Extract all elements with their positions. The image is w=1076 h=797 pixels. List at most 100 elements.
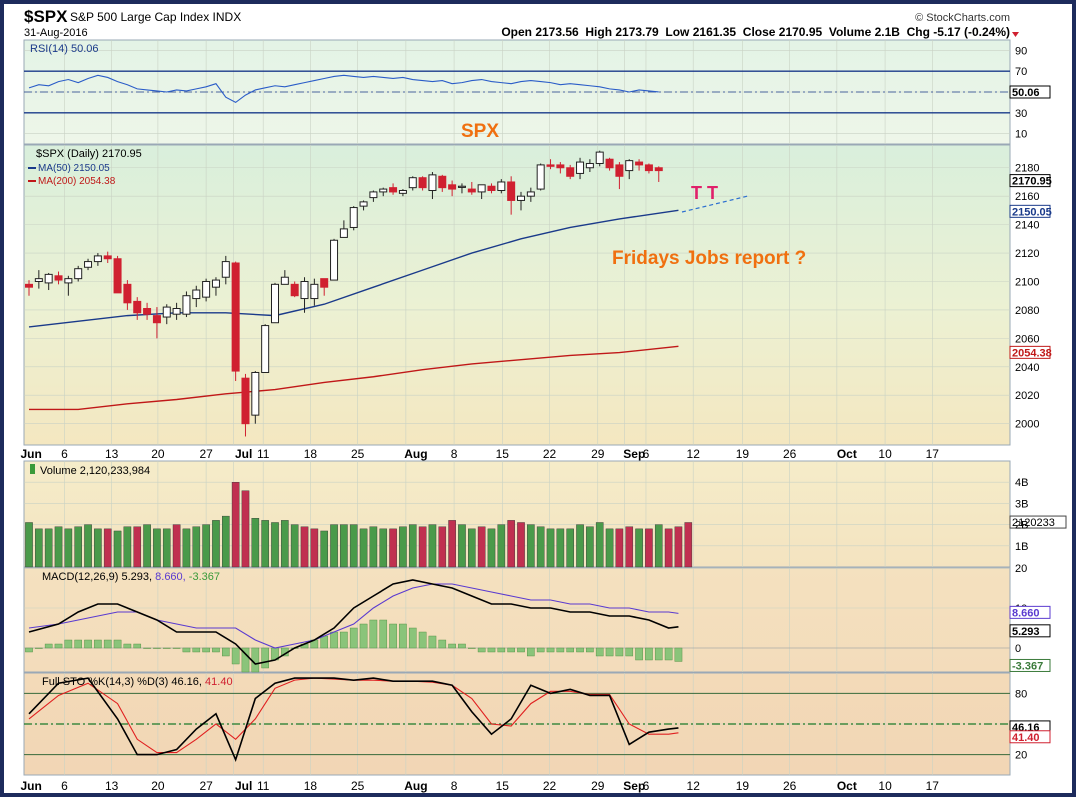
candle-up bbox=[271, 283, 279, 324]
candle-up bbox=[625, 160, 634, 172]
volume-bar-up bbox=[54, 526, 63, 568]
macd-histogram-bar bbox=[497, 647, 506, 653]
macd-histogram-bar bbox=[212, 647, 220, 653]
y-tick-label: 2120 bbox=[1015, 248, 1039, 260]
sto-k-line bbox=[28, 677, 679, 762]
y-tick-label: 4B bbox=[1015, 477, 1028, 489]
last-value-box bbox=[1009, 624, 1051, 638]
volume-bar-down bbox=[389, 528, 397, 568]
x-tick-label-bottom: 27 bbox=[199, 779, 213, 793]
volume-bar-up bbox=[281, 520, 289, 568]
volume-bar-down bbox=[438, 526, 447, 568]
macd-histogram-bar bbox=[448, 643, 456, 649]
y-tick-label: 2060 bbox=[1015, 333, 1039, 345]
macd-histogram-bar bbox=[576, 647, 584, 653]
macd-histogram-bar bbox=[64, 639, 73, 649]
volume-bar-up bbox=[369, 526, 378, 568]
volume-bar-up bbox=[35, 528, 43, 568]
macd-histogram-bar bbox=[25, 647, 33, 653]
volume-bar-down bbox=[674, 526, 683, 568]
x-tick-label: 22 bbox=[543, 447, 557, 461]
x-tick-label: 6 bbox=[643, 447, 650, 461]
x-tick-label-bottom: 17 bbox=[926, 779, 940, 793]
last-value-label: -3.367 bbox=[1012, 660, 1043, 672]
y-tick-label: 80 bbox=[1015, 688, 1027, 700]
y-tick-label: 2B bbox=[1015, 520, 1028, 532]
y-tick-label: 1B bbox=[1015, 541, 1028, 553]
macd-histogram-bar bbox=[536, 647, 545, 653]
candle-up bbox=[379, 188, 388, 193]
macd-histogram-bar bbox=[221, 647, 230, 657]
macd-histogram-bar bbox=[251, 647, 260, 673]
macd-histogram-bar bbox=[379, 619, 388, 649]
volume-bar-down bbox=[310, 528, 319, 568]
candle-down bbox=[389, 187, 398, 193]
ma50-legend: MA(50) 2150.05 bbox=[38, 163, 110, 174]
candle-down bbox=[467, 188, 476, 193]
macd-histogram-bar bbox=[349, 627, 358, 649]
volume-value-box bbox=[1009, 515, 1067, 529]
volume-bar-down bbox=[507, 520, 515, 568]
candle-up bbox=[359, 201, 368, 207]
volume-bar-down bbox=[418, 526, 427, 568]
candle-up bbox=[477, 184, 486, 193]
ma200-line bbox=[29, 345, 679, 411]
candle-down bbox=[113, 258, 122, 294]
rsi-series-line bbox=[28, 74, 659, 104]
last-value-box bbox=[1009, 345, 1051, 359]
candle-down bbox=[438, 175, 447, 189]
candle-up bbox=[64, 278, 73, 284]
y-tick-label: 3B bbox=[1015, 498, 1028, 510]
volume-legend-icon bbox=[30, 464, 35, 474]
last-value-label: 50.06 bbox=[1012, 87, 1040, 99]
macd-histogram-bar bbox=[182, 647, 191, 653]
x-tick-label-bottom: 8 bbox=[451, 779, 458, 793]
candle-down bbox=[605, 158, 614, 169]
volume-bar-up bbox=[527, 524, 535, 568]
volume-bar-up bbox=[605, 528, 614, 568]
y-tick-label: 2020 bbox=[1015, 390, 1039, 402]
macd-histogram-bar bbox=[389, 623, 397, 649]
x-tick-label-bottom: 10 bbox=[878, 779, 892, 793]
candle-down bbox=[635, 161, 644, 166]
candle-up bbox=[172, 308, 181, 315]
macd-histogram-bar bbox=[340, 631, 348, 649]
macd-histogram-bar bbox=[418, 631, 427, 649]
volume-bar-up bbox=[113, 530, 122, 568]
candle-up bbox=[369, 191, 378, 199]
candle-down bbox=[320, 278, 329, 288]
x-tick-label-bottom: 13 bbox=[105, 779, 119, 793]
candle-down bbox=[566, 167, 575, 177]
volume-bar-up bbox=[349, 524, 358, 568]
last-value-box bbox=[1009, 85, 1051, 99]
last-value-label: 8.660 bbox=[1012, 607, 1040, 619]
macd-histogram-bar bbox=[507, 647, 515, 653]
macd-histogram-bar bbox=[408, 627, 417, 649]
macd-histogram-bar bbox=[162, 647, 171, 649]
last-value-box bbox=[1009, 658, 1051, 672]
y-tick-label: 2160 bbox=[1015, 191, 1039, 203]
y-tick-label: 2100 bbox=[1015, 276, 1039, 288]
y-tick-label: 10 bbox=[1015, 129, 1027, 141]
volume-bar-down bbox=[615, 528, 624, 568]
candle-up bbox=[330, 239, 339, 281]
volume-bar-up bbox=[84, 524, 92, 568]
x-tick-label: 10 bbox=[878, 447, 892, 461]
macd-histogram-bar bbox=[566, 647, 574, 653]
macd-panel bbox=[23, 567, 1011, 673]
macd-label: MACD(12,26,9) 5.293, 8.660, -3.367 bbox=[42, 571, 220, 583]
x-tick-label: Sep bbox=[623, 447, 645, 461]
candle-up bbox=[182, 295, 191, 315]
chg-down-icon bbox=[1012, 32, 1019, 37]
macd-histogram-bar bbox=[625, 647, 634, 657]
macd-histogram-bar bbox=[241, 647, 250, 673]
volume-bar-down bbox=[477, 526, 486, 568]
macd-histogram-bar bbox=[645, 647, 653, 661]
y-tick-label: 2180 bbox=[1015, 163, 1039, 175]
x-tick-label-bottom: 11 bbox=[257, 779, 270, 793]
volume-bar-up bbox=[143, 524, 151, 568]
volume-bar-down bbox=[448, 520, 456, 568]
candle-up bbox=[93, 255, 102, 263]
y-tick-label: 30 bbox=[1015, 108, 1027, 120]
macd-histogram-bar bbox=[103, 639, 112, 649]
